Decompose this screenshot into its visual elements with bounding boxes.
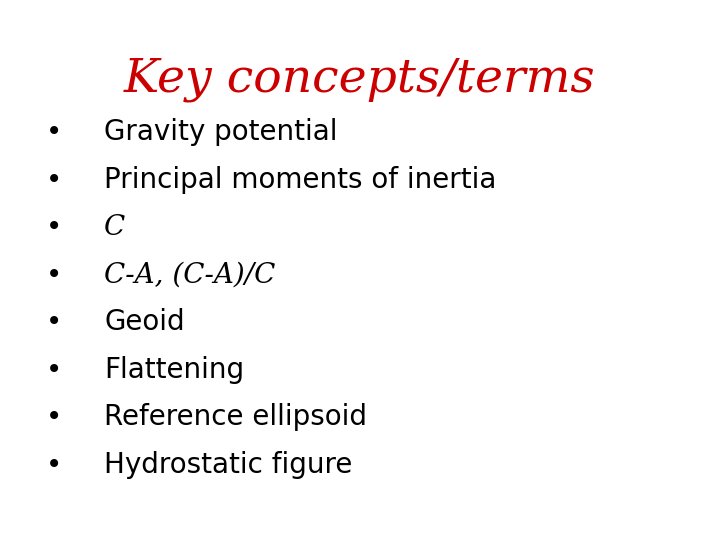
Text: •: • bbox=[46, 356, 62, 384]
Text: Reference ellipsoid: Reference ellipsoid bbox=[104, 403, 367, 431]
Text: Flattening: Flattening bbox=[104, 356, 245, 384]
Text: C-A, (C-A)/C: C-A, (C-A)/C bbox=[104, 261, 276, 288]
Text: •: • bbox=[46, 403, 62, 431]
Text: Gravity potential: Gravity potential bbox=[104, 118, 338, 146]
Text: •: • bbox=[46, 213, 62, 241]
Text: •: • bbox=[46, 451, 62, 479]
Text: •: • bbox=[46, 166, 62, 194]
Text: Hydrostatic figure: Hydrostatic figure bbox=[104, 451, 353, 479]
Text: •: • bbox=[46, 261, 62, 289]
Text: C: C bbox=[104, 214, 126, 241]
Text: •: • bbox=[46, 308, 62, 336]
Text: Geoid: Geoid bbox=[104, 308, 185, 336]
Text: Principal moments of inertia: Principal moments of inertia bbox=[104, 166, 497, 194]
Text: •: • bbox=[46, 118, 62, 146]
Text: Key concepts/terms: Key concepts/terms bbox=[124, 57, 596, 102]
